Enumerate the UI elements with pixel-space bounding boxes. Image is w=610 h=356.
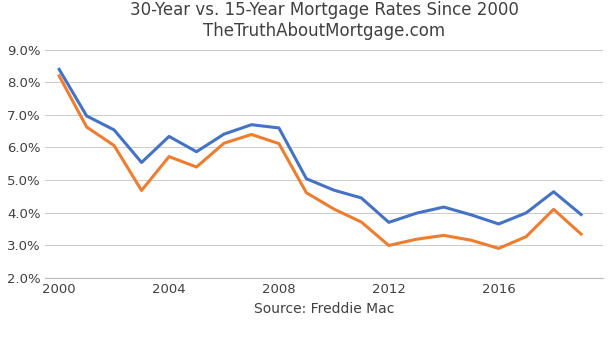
30-Year Fixed xyxy=(330,188,337,192)
15-Year Fixed xyxy=(357,220,365,224)
15-Year Fixed xyxy=(275,141,282,146)
15-Year Fixed xyxy=(83,125,90,129)
15-Year Fixed xyxy=(550,207,558,211)
30-Year Fixed xyxy=(193,150,200,154)
15-Year Fixed xyxy=(385,243,392,247)
15-Year Fixed xyxy=(193,165,200,169)
30-Year Fixed xyxy=(385,220,392,225)
15-Year Fixed xyxy=(467,238,475,242)
30-Year Fixed xyxy=(83,114,90,118)
30-Year Fixed xyxy=(56,67,63,72)
30-Year Fixed xyxy=(357,196,365,200)
30-Year Fixed xyxy=(440,205,447,209)
Title: 30-Year vs. 15-Year Mortgage Rates Since 2000
TheTruthAboutMortgage.com: 30-Year vs. 15-Year Mortgage Rates Since… xyxy=(130,1,518,40)
15-Year Fixed xyxy=(578,232,585,236)
30-Year Fixed xyxy=(138,160,145,164)
30-Year Fixed xyxy=(303,177,310,181)
15-Year Fixed xyxy=(440,233,447,237)
15-Year Fixed xyxy=(412,237,420,241)
15-Year Fixed xyxy=(220,141,228,145)
30-Year Fixed xyxy=(165,134,173,138)
15-Year Fixed xyxy=(523,235,530,239)
30-Year Fixed xyxy=(550,190,558,194)
30-Year Fixed xyxy=(578,213,585,217)
30-Year Fixed xyxy=(275,126,282,130)
15-Year Fixed xyxy=(330,207,337,211)
30-Year Fixed xyxy=(110,128,118,132)
Line: 15-Year Fixed: 15-Year Fixed xyxy=(59,76,581,248)
15-Year Fixed xyxy=(56,74,63,78)
15-Year Fixed xyxy=(165,155,173,159)
15-Year Fixed xyxy=(248,132,255,137)
30-Year Fixed xyxy=(467,213,475,217)
30-Year Fixed xyxy=(523,211,530,215)
15-Year Fixed xyxy=(495,246,502,251)
15-Year Fixed xyxy=(110,143,118,148)
X-axis label: Source: Freddie Mac: Source: Freddie Mac xyxy=(254,303,395,316)
30-Year Fixed xyxy=(412,211,420,215)
30-Year Fixed xyxy=(495,222,502,226)
30-Year Fixed xyxy=(248,122,255,127)
30-Year Fixed xyxy=(220,132,228,136)
15-Year Fixed xyxy=(303,190,310,195)
15-Year Fixed xyxy=(138,188,145,193)
Line: 30-Year Fixed: 30-Year Fixed xyxy=(59,69,581,224)
